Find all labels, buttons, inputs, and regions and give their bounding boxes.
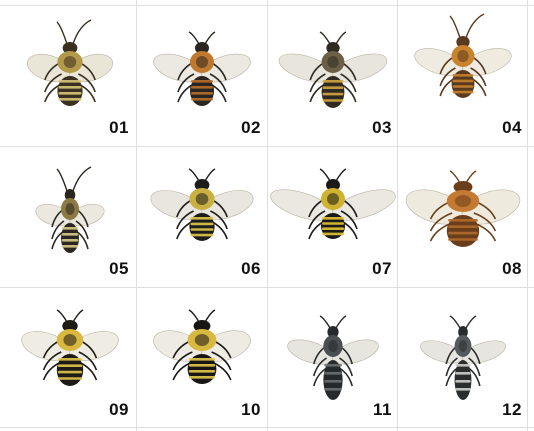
specimen-cell: 10 — [137, 288, 267, 428]
bee-icon — [153, 31, 251, 106]
specimen-number: 10 — [241, 400, 261, 419]
specimen-cell: 03 — [268, 6, 398, 146]
specimen-cell: 12 — [398, 288, 528, 428]
specimen-number: 12 — [502, 400, 522, 419]
specimen-cell: 09 — [5, 288, 135, 428]
specimen-number: 08 — [502, 259, 522, 278]
specimen-cell: 06 — [137, 147, 267, 287]
specimen-cell: 08 — [398, 147, 528, 287]
grid-divider — [0, 427, 534, 428]
bee-icon — [35, 166, 105, 253]
grid-divider — [397, 0, 398, 431]
specimen-cell: 02 — [137, 6, 267, 146]
grid-divider — [267, 0, 268, 431]
bee-icon — [270, 168, 396, 240]
specimen-number: 02 — [241, 118, 261, 137]
bee-icon — [150, 168, 254, 241]
specimen-number: 06 — [241, 259, 261, 278]
bee-icon — [405, 170, 521, 247]
bee-icon — [21, 309, 119, 386]
bee-icon — [414, 13, 512, 98]
bee-icon — [278, 31, 388, 108]
grid-divider — [527, 0, 528, 431]
grid-divider — [0, 146, 534, 147]
grid-divider — [136, 0, 137, 431]
specimen-cell: 04 — [398, 6, 528, 146]
specimen-number: 01 — [109, 118, 129, 137]
specimen-cell: 07 — [268, 147, 398, 287]
bee-icon — [287, 315, 379, 400]
specimen-number: 11 — [373, 400, 392, 419]
bee-icon — [153, 309, 251, 384]
grid-divider — [0, 5, 534, 6]
specimen-number: 04 — [502, 118, 522, 137]
specimen-cell: 11 — [268, 288, 398, 428]
specimen-cell: 05 — [5, 147, 135, 287]
bee-icon — [420, 315, 506, 400]
grid-divider — [0, 287, 534, 288]
specimen-cell: 01 — [5, 6, 135, 146]
specimen-number: 09 — [109, 400, 129, 419]
bee-icon — [26, 19, 114, 106]
specimen-number: 07 — [372, 259, 392, 278]
specimen-number: 05 — [109, 259, 129, 278]
specimen-number: 03 — [372, 118, 392, 137]
